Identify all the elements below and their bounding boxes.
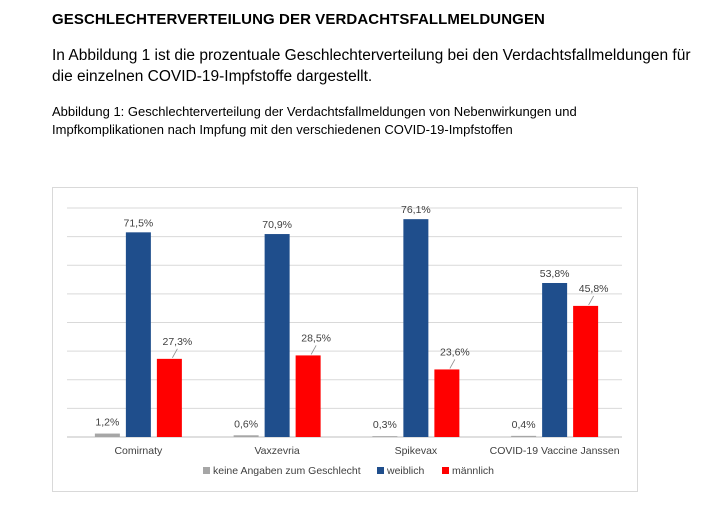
category-label: Comirnaty xyxy=(114,445,163,457)
data-label: 76,1% xyxy=(401,204,431,216)
bar-2 xyxy=(156,358,182,437)
leader-line xyxy=(588,295,594,306)
category-label: COVID-19 Vaccine Janssen xyxy=(490,445,620,457)
section-heading: GESCHLECHTERVERTEILUNG DER VERDACHTSFALL… xyxy=(52,11,545,28)
data-label: 0,6% xyxy=(234,418,258,430)
bar-0 xyxy=(233,435,259,437)
data-label: 53,8% xyxy=(540,268,570,280)
bar-2 xyxy=(573,305,599,437)
legend-swatch xyxy=(442,467,449,474)
legend-label: männlich xyxy=(452,465,495,477)
legend-swatch xyxy=(203,467,210,474)
bar-2 xyxy=(295,355,321,437)
legend-swatch xyxy=(377,467,384,474)
data-label: 27,3% xyxy=(162,336,192,348)
leader-line xyxy=(172,348,178,359)
data-label: 0,4% xyxy=(512,419,536,431)
bar-1 xyxy=(542,282,568,437)
legend-item: weiblich xyxy=(377,465,424,477)
bar-2 xyxy=(434,369,460,437)
data-label: 28,5% xyxy=(301,332,331,344)
figure-caption: Abbildung 1: Geschlechterverteilung der … xyxy=(52,104,577,137)
data-label: 23,6% xyxy=(440,346,470,358)
bar-0 xyxy=(94,433,120,437)
bar-1 xyxy=(403,219,429,437)
bar-0 xyxy=(372,436,398,437)
legend-label: keine Angaben zum Geschlecht xyxy=(213,465,361,477)
data-label: 0,3% xyxy=(373,419,397,431)
bar-0 xyxy=(511,435,537,437)
data-label: 45,8% xyxy=(579,283,609,295)
chart-frame xyxy=(52,187,638,492)
legend-item: keine Angaben zum Geschlecht xyxy=(203,465,361,477)
data-label: 1,2% xyxy=(95,417,119,429)
data-label: 70,9% xyxy=(262,219,292,231)
legend-item: männlich xyxy=(442,465,494,477)
leader-line xyxy=(449,359,456,369)
legend-label: weiblich xyxy=(387,465,425,477)
leader-line xyxy=(310,345,317,355)
intro-paragraph: In Abbildung 1 ist die prozentuale Gesch… xyxy=(52,47,691,85)
data-label: 71,5% xyxy=(123,217,153,229)
bar-1 xyxy=(264,234,290,437)
category-label: Vaxzevria xyxy=(254,445,299,457)
category-label: Spikevax xyxy=(395,445,438,457)
bar-1 xyxy=(125,232,151,437)
